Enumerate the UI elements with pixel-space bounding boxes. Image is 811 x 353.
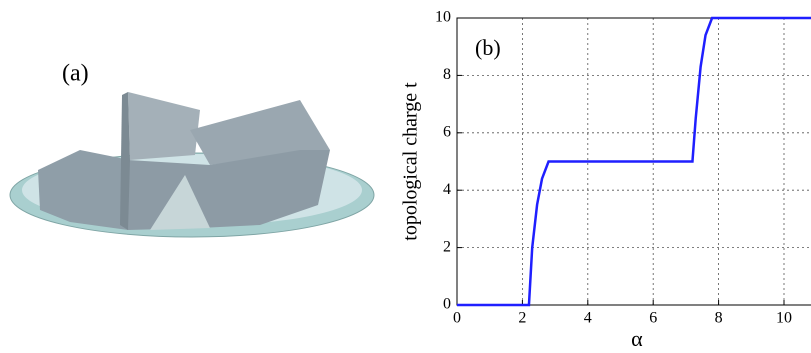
y-tick-label: 8 [443,66,451,83]
y-tick-label: 4 [443,181,451,198]
render-3d [10,92,374,237]
y-tick-label: 6 [443,123,451,140]
x-tick-label: 10 [776,310,792,327]
annotation: (b) [475,35,501,60]
x-tick-label: 8 [715,310,723,327]
x-tick-label: 6 [649,310,657,327]
x-axis-label: α [631,326,643,351]
x-tick-label: 2 [518,310,526,327]
y-axis-label: topological charge t [400,82,422,241]
y-tick-label: 0 [443,296,451,313]
data-line [457,18,811,305]
figure: (a) 0 2 4 6 8 10 0 2 4 6 8 10 (b) α topological charge… [0,0,811,353]
panel-label: (a) [62,61,89,87]
x-tick-label: 4 [584,310,592,327]
x-tick-label: 0 [453,310,461,327]
y-tick-label: 2 [443,238,451,255]
page: (a) 0 2 4 6 8 10 0 2 4 6 8 10 (b) α topological charge… [0,0,811,353]
y-tick-label: 10 [435,9,451,26]
